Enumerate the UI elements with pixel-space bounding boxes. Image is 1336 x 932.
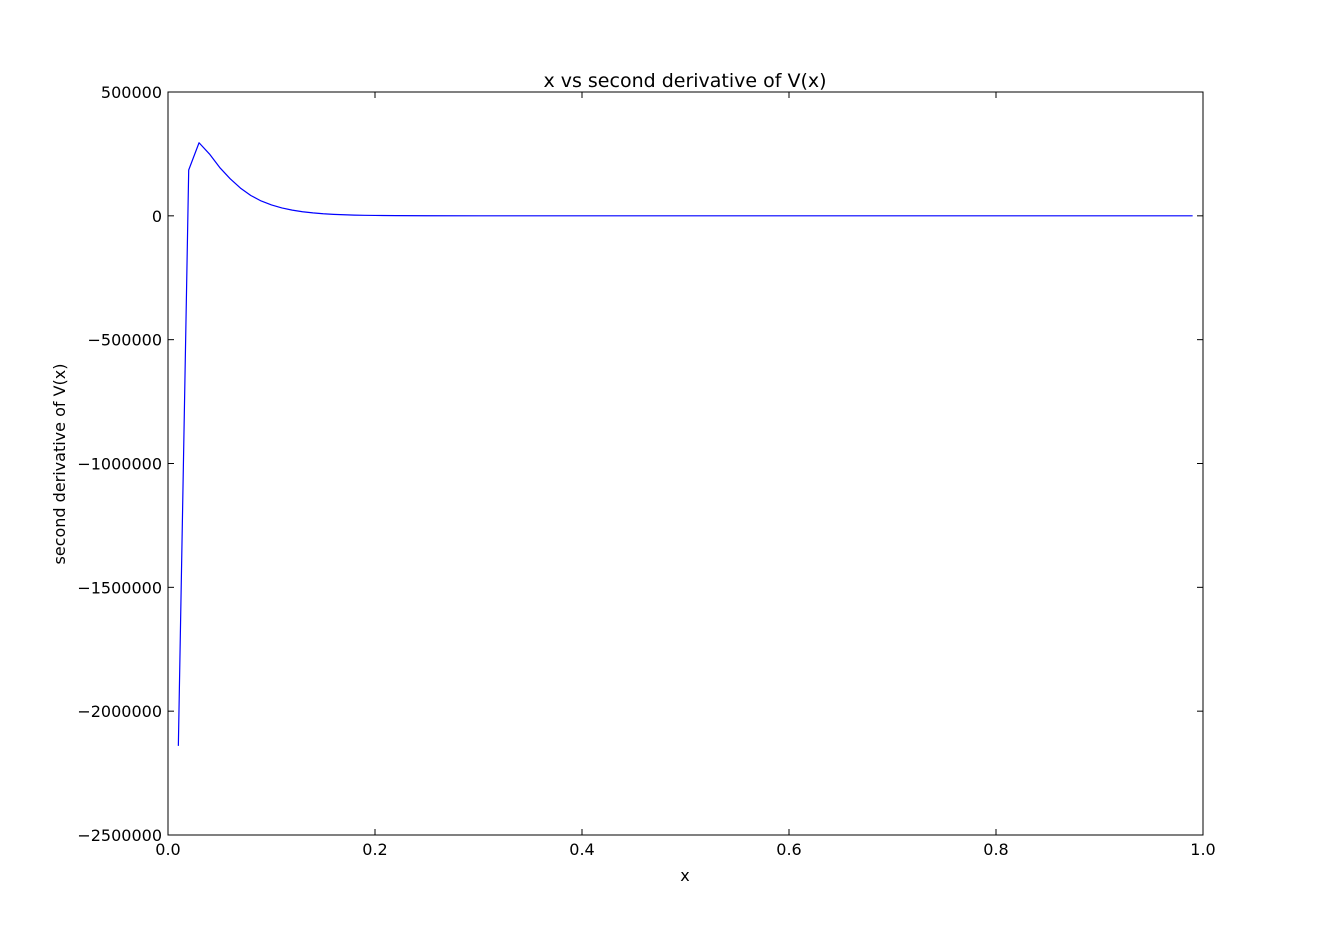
y-tick-label: −2500000 bbox=[77, 826, 162, 845]
y-tick-label: 0 bbox=[152, 207, 162, 226]
y-tick-label: −2000000 bbox=[77, 702, 162, 721]
y-axis-ticks: 500000 0 −500000 −1000000 −1500000 −2000000 −2… bbox=[77, 83, 1203, 845]
x-tick-label: 0.6 bbox=[776, 840, 801, 859]
y-axis-label: second derivative of V(x) bbox=[50, 364, 69, 565]
y-tick-label: 500000 bbox=[101, 83, 162, 102]
x-axis-label: x bbox=[680, 866, 689, 885]
y-tick-label: −1500000 bbox=[77, 578, 162, 597]
chart-title: x vs second derivative of V(x) bbox=[543, 70, 826, 92]
series-line bbox=[177, 142, 1193, 746]
y-tick-label: −500000 bbox=[88, 331, 162, 350]
x-axis-ticks: 0.0 0.2 0.4 0.6 0.8 1.0 bbox=[155, 92, 1216, 859]
x-tick-label: 0.2 bbox=[362, 840, 387, 859]
x-tick-label: 0.4 bbox=[569, 840, 594, 859]
x-tick-label: 0.0 bbox=[155, 840, 180, 859]
plot-frame bbox=[167, 91, 1204, 836]
series-layer bbox=[177, 142, 1193, 746]
x-tick-label: 1.0 bbox=[1190, 840, 1215, 859]
x-tick-label: 0.8 bbox=[983, 840, 1008, 859]
y-tick-label: −1000000 bbox=[77, 455, 162, 474]
